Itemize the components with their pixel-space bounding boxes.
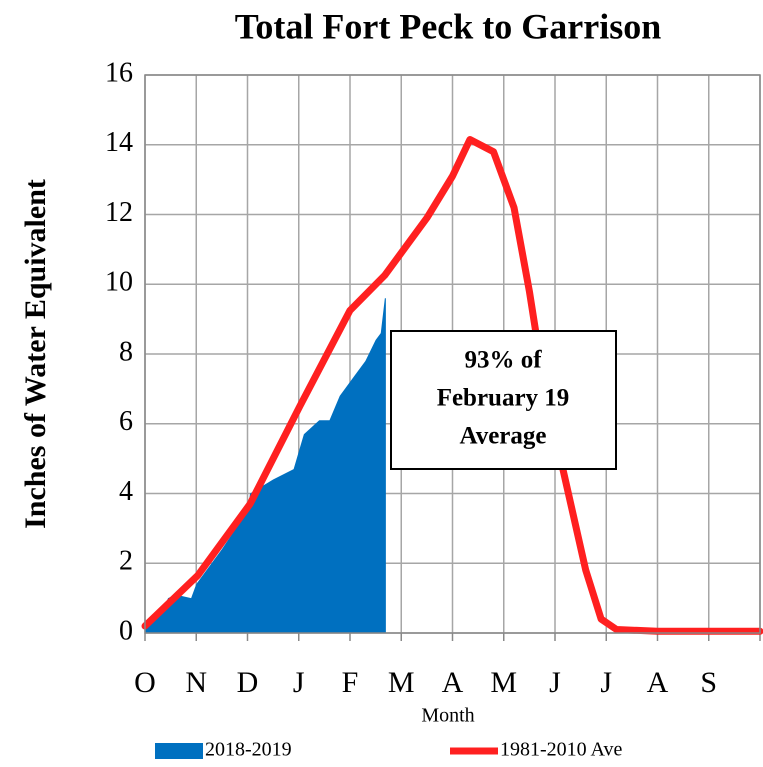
annotation: February 19 bbox=[437, 385, 570, 412]
y-tick-label: 4 bbox=[119, 476, 133, 507]
legend-swatch bbox=[155, 743, 203, 759]
y-tick-label: 8 bbox=[119, 336, 133, 367]
annotation: 93% of bbox=[464, 347, 542, 374]
x-tick-label: J bbox=[600, 666, 612, 699]
y-tick-label: 10 bbox=[105, 267, 133, 298]
area bbox=[145, 298, 386, 633]
x-tick-label: J bbox=[293, 666, 305, 699]
x-axis-label: Month bbox=[421, 705, 474, 727]
x-tick-label: M bbox=[388, 666, 415, 699]
legend-label: 2018-2019 bbox=[205, 739, 292, 761]
x-tick-label: A bbox=[647, 666, 669, 699]
y-tick-label: 0 bbox=[119, 615, 133, 646]
x-tick-label: M bbox=[490, 666, 517, 699]
x-tick-label: N bbox=[185, 666, 207, 699]
y-tick-label: 14 bbox=[105, 127, 133, 158]
y-axis-label: Inches of Water Equivalent bbox=[19, 179, 52, 529]
x-tick-label: D bbox=[237, 666, 259, 699]
line bbox=[141, 136, 763, 635]
x-tick-label: F bbox=[342, 666, 359, 699]
x-tick-label: J bbox=[549, 666, 561, 699]
y-tick-label: 6 bbox=[119, 406, 133, 437]
x-tick-label: O bbox=[134, 666, 156, 699]
x-tick-label: A bbox=[442, 666, 464, 699]
annotation: Average bbox=[460, 423, 547, 450]
y-tick-label: 12 bbox=[105, 197, 133, 228]
x-tick-label: S bbox=[700, 666, 717, 699]
legend-label: 1981-2010 Ave bbox=[500, 739, 623, 761]
y-tick-label: 2 bbox=[119, 546, 133, 577]
plot-border bbox=[144, 74, 761, 634]
annotation-box bbox=[390, 330, 617, 470]
chart-title: Total Fort Peck to Garrison bbox=[235, 6, 662, 46]
y-tick-label: 16 bbox=[105, 57, 133, 88]
